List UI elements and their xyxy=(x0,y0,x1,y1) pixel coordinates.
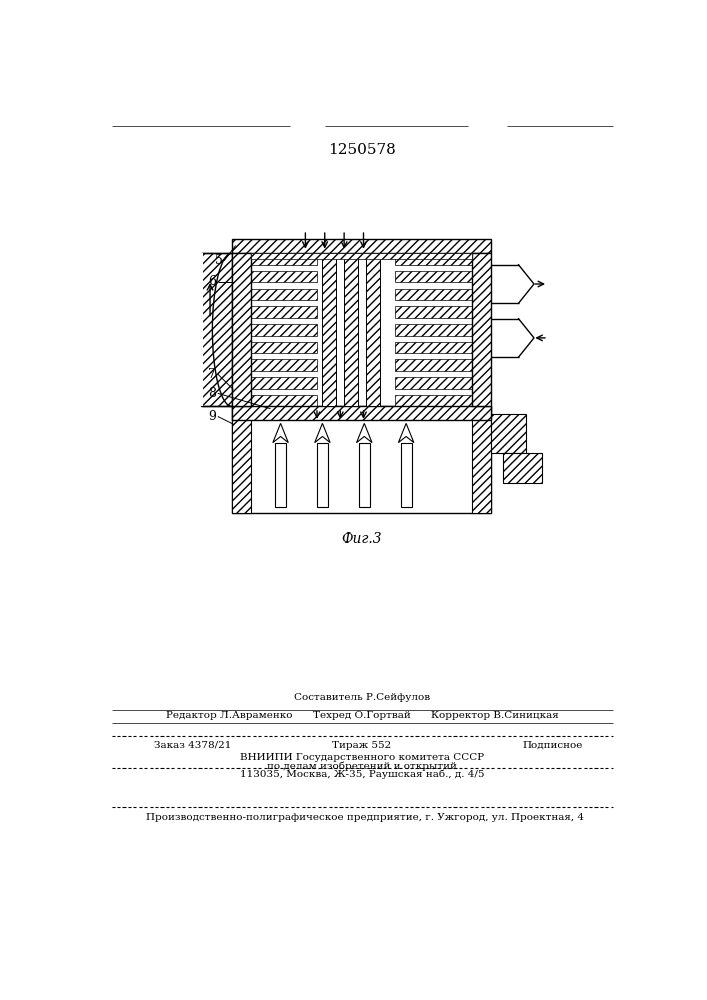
Bar xyxy=(251,342,317,353)
Bar xyxy=(251,253,317,265)
Bar xyxy=(395,253,472,265)
Polygon shape xyxy=(356,423,372,443)
Text: Заказ 4378/21: Заказ 4378/21 xyxy=(154,741,232,750)
Bar xyxy=(251,359,317,371)
Text: 113035, Москва, Ж-35, Раушская наб., д. 4/5: 113035, Москва, Ж-35, Раушская наб., д. … xyxy=(240,769,484,779)
Bar xyxy=(201,253,232,406)
Text: 9: 9 xyxy=(209,410,216,423)
Text: Тираж 552: Тираж 552 xyxy=(332,741,392,750)
Bar xyxy=(232,239,491,253)
Text: Подписное: Подписное xyxy=(522,741,583,750)
Bar xyxy=(251,306,317,318)
Bar xyxy=(275,443,286,507)
Bar xyxy=(232,406,251,513)
Polygon shape xyxy=(398,423,414,443)
Text: Корректор В.Синицкая: Корректор В.Синицкая xyxy=(431,711,559,720)
Text: 5: 5 xyxy=(215,254,223,267)
Text: ВНИИПИ Государственного комитета СССР: ВНИИПИ Государственного комитета СССР xyxy=(240,753,484,762)
Text: по делам изобретений и открытий: по делам изобретений и открытий xyxy=(267,761,457,771)
Text: 6: 6 xyxy=(209,275,216,288)
Bar xyxy=(395,324,472,336)
Bar xyxy=(472,253,491,406)
Bar xyxy=(251,289,317,300)
Text: Техред О.Гортвай: Техред О.Гортвай xyxy=(313,711,411,720)
Bar xyxy=(251,324,317,336)
Bar xyxy=(366,253,380,406)
Bar xyxy=(359,443,370,507)
Bar xyxy=(395,342,472,353)
Bar xyxy=(344,253,358,406)
Bar xyxy=(472,406,491,513)
Bar xyxy=(251,271,317,282)
Bar xyxy=(401,443,411,507)
Bar xyxy=(395,377,472,389)
Text: Составитель Р.Сейфулов: Составитель Р.Сейфулов xyxy=(294,693,430,702)
Text: Фиг.3: Фиг.3 xyxy=(341,532,382,546)
Polygon shape xyxy=(315,423,330,443)
Bar xyxy=(491,414,526,453)
Bar xyxy=(322,253,337,406)
Text: 8: 8 xyxy=(209,387,216,400)
Text: 7: 7 xyxy=(209,368,216,381)
Bar xyxy=(395,289,472,300)
Text: Редактор Л.Авраменко: Редактор Л.Авраменко xyxy=(166,711,293,720)
Bar xyxy=(395,271,472,282)
Bar xyxy=(251,395,317,406)
Polygon shape xyxy=(273,423,288,443)
Bar xyxy=(395,395,472,406)
Text: 1250578: 1250578 xyxy=(328,143,396,157)
Bar xyxy=(395,306,472,318)
Bar xyxy=(232,406,491,420)
Bar xyxy=(395,359,472,371)
Bar xyxy=(503,453,542,483)
Bar xyxy=(232,253,251,406)
Bar xyxy=(232,406,491,513)
Bar xyxy=(251,253,472,259)
Bar xyxy=(317,443,328,507)
Text: Производственно-полиграфическое предприятие, г. Ужгород, ул. Проектная, 4: Производственно-полиграфическое предприя… xyxy=(146,813,585,822)
Bar xyxy=(251,377,317,389)
